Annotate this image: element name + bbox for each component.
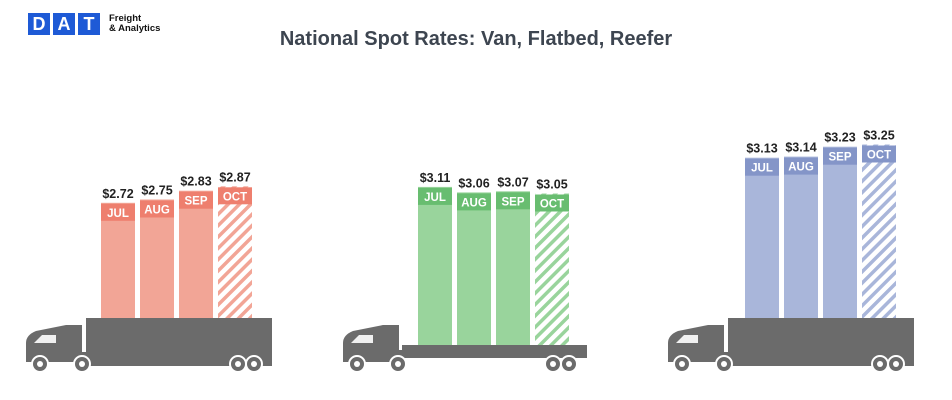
bar-series0-oct: [218, 186, 252, 318]
trailer-1: [402, 345, 587, 358]
month-tag-series0-1: [140, 200, 174, 218]
month-tag-series0-0: [101, 203, 135, 221]
truck-hubcap-2-2: [877, 361, 883, 367]
month-tag-series0-3: [218, 187, 252, 205]
month-tag-series1-3: [535, 194, 569, 212]
month-tag-series0-2: [179, 191, 213, 209]
truck-chassis-1: [399, 350, 404, 358]
truck-hubcap-2-1: [721, 361, 727, 367]
truck-1: [343, 325, 587, 373]
value-label-series2-2: $3.23: [824, 131, 855, 145]
month-tag-series1-0: [418, 187, 452, 205]
truck-cab-0: [26, 325, 82, 362]
truck-hubcap-0-3: [251, 361, 257, 367]
month-tag-series2-1: [784, 157, 818, 175]
logo-tagline-line1: Freight: [109, 13, 142, 24]
truck-hubcap-1-2: [550, 361, 556, 367]
value-label-series0-0: $2.72: [102, 187, 133, 201]
truck-cab-2: [668, 325, 724, 362]
month-label-series0-0: JUL: [107, 208, 129, 220]
truck-hubcap-1-0: [354, 361, 360, 367]
month-label-series1-0: JUL: [424, 192, 446, 204]
truck-2: [668, 318, 914, 373]
chart-title: National Spot Rates: Van, Flatbed, Reefe…: [279, 28, 673, 50]
value-label-series1-0: $3.11: [420, 171, 451, 185]
value-label-series2-0: $3.13: [746, 142, 777, 156]
bar-series1-jul: [418, 186, 452, 345]
logo-letter-t: T: [78, 13, 100, 35]
truck-window-0: [34, 335, 56, 343]
truck-0: [26, 318, 272, 373]
month-label-series1-2: SEP: [501, 196, 524, 208]
value-label-series1-2: $3.07: [497, 175, 528, 189]
month-label-series2-1: AUG: [788, 162, 814, 174]
month-tag-series2-3: [862, 145, 896, 163]
truck-hubcap-1-1: [395, 361, 401, 367]
logo-letter-a: A: [53, 13, 75, 35]
truck-hubcap-0-0: [37, 361, 43, 367]
bar-series0-aug: [140, 199, 174, 318]
month-label-series2-0: JUL: [751, 163, 773, 175]
month-label-series0-1: AUG: [144, 205, 170, 217]
dat-logo: D A T Freight & Analytics: [28, 13, 168, 39]
truck-hubcap-0-2: [235, 361, 241, 367]
month-label-series1-3: OCT: [540, 199, 564, 211]
bar-series1-aug: [457, 192, 491, 345]
truck-cab-1: [343, 325, 399, 362]
logo-tagline: Freight & Analytics: [109, 14, 179, 34]
bar-series1-oct: [535, 193, 569, 345]
month-tag-series2-0: [745, 158, 779, 176]
value-label-series2-3: $3.25: [863, 129, 894, 143]
logo-tagline-line2: & Analytics: [109, 23, 161, 34]
month-tag-series1-2: [496, 192, 530, 210]
truck-window-2: [676, 335, 698, 343]
value-label-series1-1: $3.06: [458, 176, 489, 190]
bar-series2-aug: [784, 156, 818, 318]
truck-hubcap-0-1: [79, 361, 85, 367]
value-label-series0-1: $2.75: [141, 184, 172, 198]
bar-series2-jul: [745, 157, 779, 318]
truck-window-1: [351, 335, 373, 343]
month-tag-series2-2: [823, 147, 857, 165]
month-label-series1-1: AUG: [461, 197, 487, 209]
month-label-series2-2: SEP: [828, 152, 851, 164]
month-tag-series1-1: [457, 193, 491, 211]
bar-series1-sep: [496, 191, 530, 345]
bar-series2-sep: [823, 146, 857, 318]
truck-hubcap-1-3: [566, 361, 572, 367]
month-label-series2-3: OCT: [867, 150, 891, 162]
value-label-series0-3: $2.87: [219, 170, 250, 184]
logo-letter-d: D: [28, 13, 50, 35]
value-label-series2-1: $3.14: [785, 141, 816, 155]
bar-series0-sep: [179, 190, 213, 318]
bar-series2-oct: [862, 144, 896, 318]
value-label-series1-3: $3.05: [536, 178, 567, 192]
value-label-series0-2: $2.83: [180, 175, 211, 189]
month-label-series0-3: OCT: [223, 191, 247, 203]
month-label-series0-2: SEP: [184, 196, 207, 208]
truck-hubcap-2-0: [679, 361, 685, 367]
truck-hubcap-2-3: [893, 361, 899, 367]
bar-series0-jul: [101, 202, 135, 318]
